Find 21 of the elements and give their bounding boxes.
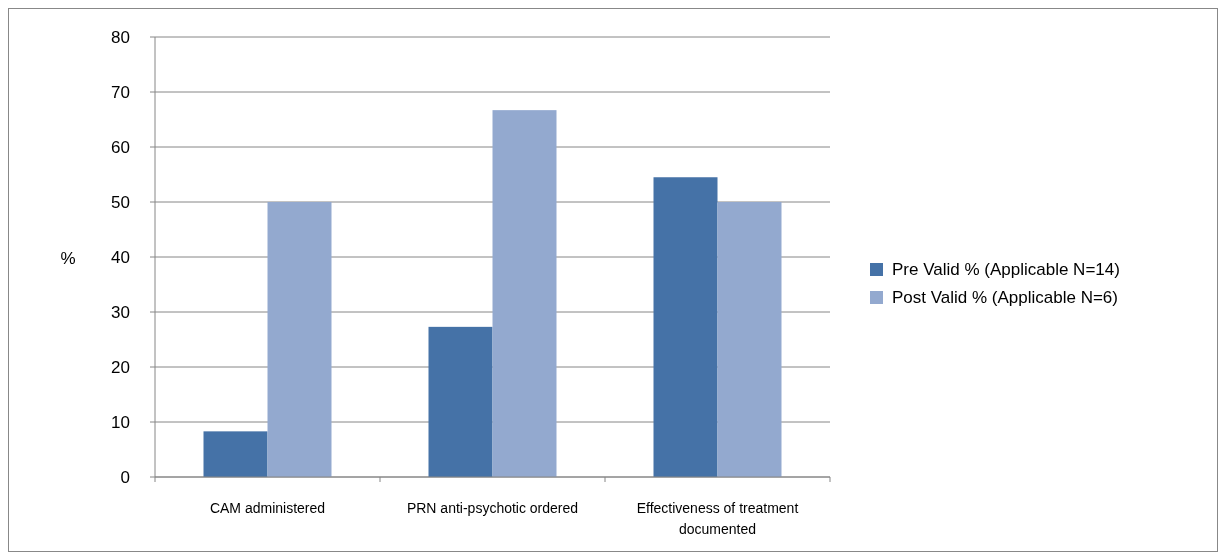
- y-tick-label: 10: [111, 412, 130, 432]
- y-tick-label: 0: [120, 467, 130, 487]
- y-tick-label: 40: [111, 247, 130, 267]
- legend-label: Post Valid % (Applicable N=6): [892, 287, 1118, 307]
- x-tick-label: PRN anti-psychotic ordered: [406, 500, 579, 516]
- bar: [717, 202, 782, 477]
- legend-label: Pre Valid % (Applicable N=14): [892, 259, 1120, 279]
- bar: [492, 110, 557, 477]
- y-tick-label: 80: [111, 27, 130, 47]
- bar: [267, 202, 332, 477]
- bar: [203, 431, 268, 477]
- y-tick-label: 30: [111, 302, 130, 322]
- y-tick-label: 50: [111, 192, 130, 212]
- y-axis-title: %: [60, 249, 76, 268]
- x-tick-label: Effectiveness of treatment documented: [636, 500, 799, 537]
- x-tick-label: CAM administered: [209, 500, 326, 516]
- y-tick-label: 20: [111, 357, 130, 377]
- bar: [653, 177, 718, 477]
- y-tick-label: 70: [111, 82, 130, 102]
- y-tick-label: 60: [111, 137, 130, 157]
- bar: [428, 326, 493, 477]
